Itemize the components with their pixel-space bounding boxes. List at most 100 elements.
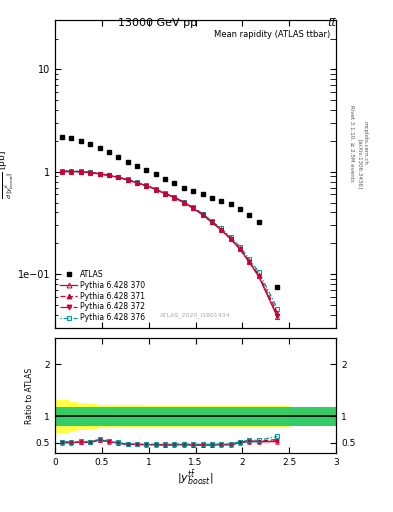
Pythia 6.428 376 — [97, 170, 102, 177]
Pythia 6.428 370 — [107, 173, 111, 179]
Pythia 6.428 371 — [256, 272, 261, 278]
Line: Pythia 6.428 372: Pythia 6.428 372 — [60, 169, 279, 318]
Pythia 6.428 376 — [163, 190, 167, 196]
Pythia 6.428 371 — [125, 177, 130, 183]
Pythia 6.428 371 — [107, 172, 111, 178]
Pythia 6.428 370 — [135, 180, 140, 186]
Pythia 6.428 371 — [79, 168, 83, 175]
ATLAS — [135, 162, 140, 168]
Text: [arXiv:1306.3436]: [arXiv:1306.3436] — [357, 139, 362, 189]
Pythia 6.428 371 — [163, 190, 167, 197]
Text: Rivet 3.1.10, ≥ 2.5M events: Rivet 3.1.10, ≥ 2.5M events — [349, 105, 354, 182]
ATLAS — [191, 188, 196, 194]
Pythia 6.428 376 — [228, 234, 233, 240]
Pythia 6.428 376 — [191, 204, 196, 210]
Text: Mean rapidity (ATLAS ttbar): Mean rapidity (ATLAS ttbar) — [214, 30, 331, 39]
Pythia 6.428 372 — [79, 168, 83, 175]
Pythia 6.428 376 — [153, 186, 158, 192]
Pythia 6.428 370 — [97, 171, 102, 177]
Pythia 6.428 371 — [69, 168, 74, 175]
Pythia 6.428 371 — [200, 211, 205, 218]
ATLAS — [116, 154, 121, 160]
Pythia 6.428 376 — [69, 168, 74, 174]
Line: Pythia 6.428 370: Pythia 6.428 370 — [60, 169, 279, 319]
ATLAS — [209, 195, 214, 201]
Pythia 6.428 370 — [125, 177, 130, 183]
Pythia 6.428 371 — [97, 170, 102, 177]
Legend: ATLAS, Pythia 6.428 370, Pythia 6.428 371, Pythia 6.428 372, Pythia 6.428 376: ATLAS, Pythia 6.428 370, Pythia 6.428 37… — [59, 268, 147, 324]
Pythia 6.428 376 — [275, 306, 280, 312]
Pythia 6.428 372 — [116, 174, 121, 180]
ATLAS — [88, 141, 92, 147]
Pythia 6.428 372 — [256, 273, 261, 279]
Pythia 6.428 370 — [219, 227, 224, 233]
Pythia 6.428 376 — [182, 199, 186, 205]
Text: 13000 GeV pp: 13000 GeV pp — [118, 18, 197, 28]
Pythia 6.428 372 — [144, 183, 149, 189]
Pythia 6.428 372 — [191, 205, 196, 211]
Pythia 6.428 371 — [60, 168, 64, 175]
Pythia 6.428 372 — [88, 169, 92, 176]
ATLAS — [107, 149, 111, 155]
Pythia 6.428 371 — [182, 199, 186, 205]
Pythia 6.428 370 — [88, 169, 92, 176]
Line: Pythia 6.428 371: Pythia 6.428 371 — [60, 169, 279, 315]
Pythia 6.428 371 — [228, 236, 233, 242]
Pythia 6.428 376 — [172, 194, 177, 200]
Pythia 6.428 370 — [172, 195, 177, 201]
ATLAS — [200, 191, 205, 198]
Pythia 6.428 371 — [172, 194, 177, 200]
Pythia 6.428 376 — [256, 269, 261, 275]
ATLAS — [153, 171, 158, 177]
Pythia 6.428 370 — [60, 168, 64, 175]
Pythia 6.428 372 — [238, 246, 242, 252]
Pythia 6.428 371 — [209, 219, 214, 225]
Pythia 6.428 372 — [275, 313, 280, 319]
Pythia 6.428 372 — [163, 190, 167, 197]
Pythia 6.428 370 — [209, 219, 214, 225]
Pythia 6.428 376 — [135, 179, 140, 185]
Pythia 6.428 370 — [69, 168, 74, 175]
X-axis label: $|y^{t\bar{t}}_{boost}|$: $|y^{t\bar{t}}_{boost}|$ — [177, 468, 214, 487]
Pythia 6.428 371 — [135, 180, 140, 186]
Pythia 6.428 370 — [191, 205, 196, 211]
Pythia 6.428 370 — [116, 175, 121, 181]
ATLAS — [256, 219, 261, 225]
Pythia 6.428 376 — [209, 218, 214, 224]
Pythia 6.428 376 — [60, 168, 64, 174]
Pythia 6.428 371 — [275, 310, 280, 316]
Text: mcplots.cern.ch: mcplots.cern.ch — [363, 121, 368, 165]
Pythia 6.428 370 — [256, 273, 261, 280]
Pythia 6.428 376 — [144, 182, 149, 188]
ATLAS — [97, 145, 102, 151]
ATLAS — [182, 184, 186, 190]
ATLAS — [163, 176, 167, 182]
Line: ATLAS: ATLAS — [60, 134, 280, 289]
Y-axis label: $\frac{d\sigma^{t\bar{t}}}{d\,|y^{t\bar{t}}_{boost}|}$ [pb]: $\frac{d\sigma^{t\bar{t}}}{d\,|y^{t\bar{… — [0, 150, 16, 199]
ATLAS — [247, 211, 252, 218]
Pythia 6.428 376 — [88, 169, 92, 175]
Pythia 6.428 376 — [79, 168, 83, 175]
Pythia 6.428 371 — [153, 186, 158, 193]
Pythia 6.428 372 — [97, 171, 102, 177]
Pythia 6.428 371 — [238, 245, 242, 251]
Pythia 6.428 372 — [153, 186, 158, 193]
Line: Pythia 6.428 376: Pythia 6.428 376 — [60, 169, 279, 311]
Y-axis label: Ratio to ATLAS: Ratio to ATLAS — [26, 368, 35, 423]
Pythia 6.428 371 — [88, 169, 92, 176]
ATLAS — [69, 135, 74, 141]
Pythia 6.428 376 — [125, 177, 130, 183]
Pythia 6.428 372 — [172, 195, 177, 201]
Pythia 6.428 372 — [125, 177, 130, 183]
ATLAS — [228, 201, 233, 207]
Pythia 6.428 376 — [238, 244, 242, 250]
Pythia 6.428 371 — [191, 205, 196, 211]
Pythia 6.428 370 — [182, 200, 186, 206]
Pythia 6.428 372 — [219, 227, 224, 233]
Pythia 6.428 370 — [144, 183, 149, 189]
Pythia 6.428 370 — [275, 314, 280, 320]
Pythia 6.428 372 — [182, 200, 186, 206]
Pythia 6.428 370 — [247, 260, 252, 266]
Pythia 6.428 370 — [163, 190, 167, 197]
ATLAS — [79, 138, 83, 144]
